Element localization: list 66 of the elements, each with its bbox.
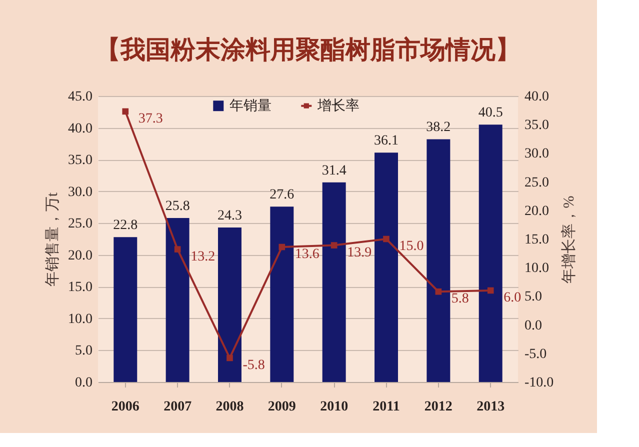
y-tick-label: 15.0 bbox=[68, 280, 92, 296]
data-label: 31.4 bbox=[322, 163, 346, 178]
data-label: 24.3 bbox=[217, 208, 242, 224]
bar bbox=[218, 228, 242, 382]
y2-tick-label: 25.0 bbox=[524, 175, 549, 190]
bar bbox=[166, 218, 190, 382]
y-tick-label: 20.0 bbox=[68, 248, 92, 264]
y-tick-label: 0.0 bbox=[75, 376, 92, 390]
data-label: 37.3 bbox=[138, 111, 163, 126]
data-label: 25.8 bbox=[165, 199, 190, 214]
data-label: 13.6 bbox=[294, 247, 320, 262]
y2-axis-title: 年增长率，% bbox=[560, 196, 578, 284]
data-label: 6.0 bbox=[504, 290, 522, 306]
data-label: 13.9 bbox=[347, 245, 372, 260]
y-tick-label: 35.0 bbox=[68, 153, 92, 168]
legend-label: 年销量 bbox=[229, 98, 272, 114]
bar bbox=[478, 124, 502, 382]
x-tick-label: 2009 bbox=[268, 400, 296, 414]
y-tick-label: 45.0 bbox=[68, 90, 92, 104]
x-tick-label: 2006 bbox=[111, 400, 140, 414]
chart-title: 【我国粉末涂料用聚酯树脂市场情况】 bbox=[96, 36, 520, 64]
y2-tick-label: 35.0 bbox=[524, 118, 549, 134]
data-label: 40.5 bbox=[478, 106, 503, 121]
data-label: 13.2 bbox=[190, 249, 216, 264]
bar bbox=[322, 182, 346, 382]
y-tick-label: 25.0 bbox=[68, 216, 92, 232]
y2-tick-label: 15.0 bbox=[524, 232, 549, 248]
x-tick-label: 2010 bbox=[320, 400, 348, 414]
point bbox=[383, 236, 390, 242]
data-label: 22.8 bbox=[113, 218, 138, 234]
point bbox=[174, 246, 181, 252]
data-label: 27.6 bbox=[270, 188, 294, 203]
y2-tick-label: -10.0 bbox=[524, 376, 554, 390]
bar bbox=[114, 237, 138, 382]
point bbox=[330, 242, 338, 248]
y2-tick-label: 30.0 bbox=[524, 146, 549, 162]
y-tick-label: 40.0 bbox=[68, 121, 92, 136]
y2-tick-label: -5.0 bbox=[524, 346, 547, 362]
y-tick-label: 5.0 bbox=[75, 344, 92, 359]
data-label: 5.8 bbox=[451, 292, 469, 307]
x-tick-label: 2007 bbox=[164, 400, 192, 414]
y-axis-title: 年销售量，万t bbox=[44, 192, 61, 287]
bar bbox=[270, 206, 294, 382]
y2-tick-label: 10.0 bbox=[524, 261, 549, 276]
point bbox=[487, 287, 494, 294]
y2-tick-label: 40.0 bbox=[524, 90, 549, 104]
bar bbox=[374, 152, 398, 382]
x-tick-label: 2008 bbox=[216, 400, 244, 414]
y2-tick-label: 5.0 bbox=[524, 290, 542, 305]
x-tick-label: 2013 bbox=[476, 400, 505, 414]
bar bbox=[426, 139, 450, 382]
point bbox=[226, 354, 233, 362]
legend-label: 增长率 bbox=[316, 98, 360, 114]
y-tick-label: 30.0 bbox=[68, 184, 92, 200]
data-label: 15.0 bbox=[399, 239, 424, 254]
x-tick-label: 2012 bbox=[424, 400, 452, 414]
data-label: 38.2 bbox=[426, 120, 451, 136]
data-label: -5.8 bbox=[242, 358, 265, 373]
y-tick-label: 10.0 bbox=[68, 312, 92, 327]
data-label: 36.1 bbox=[374, 134, 399, 149]
y2-tick-label: 0.0 bbox=[524, 318, 542, 334]
x-tick-label: 2011 bbox=[372, 400, 400, 414]
y2-tick-label: 20.0 bbox=[524, 204, 549, 219]
point bbox=[122, 108, 129, 115]
point bbox=[278, 244, 286, 250]
point bbox=[435, 288, 442, 295]
